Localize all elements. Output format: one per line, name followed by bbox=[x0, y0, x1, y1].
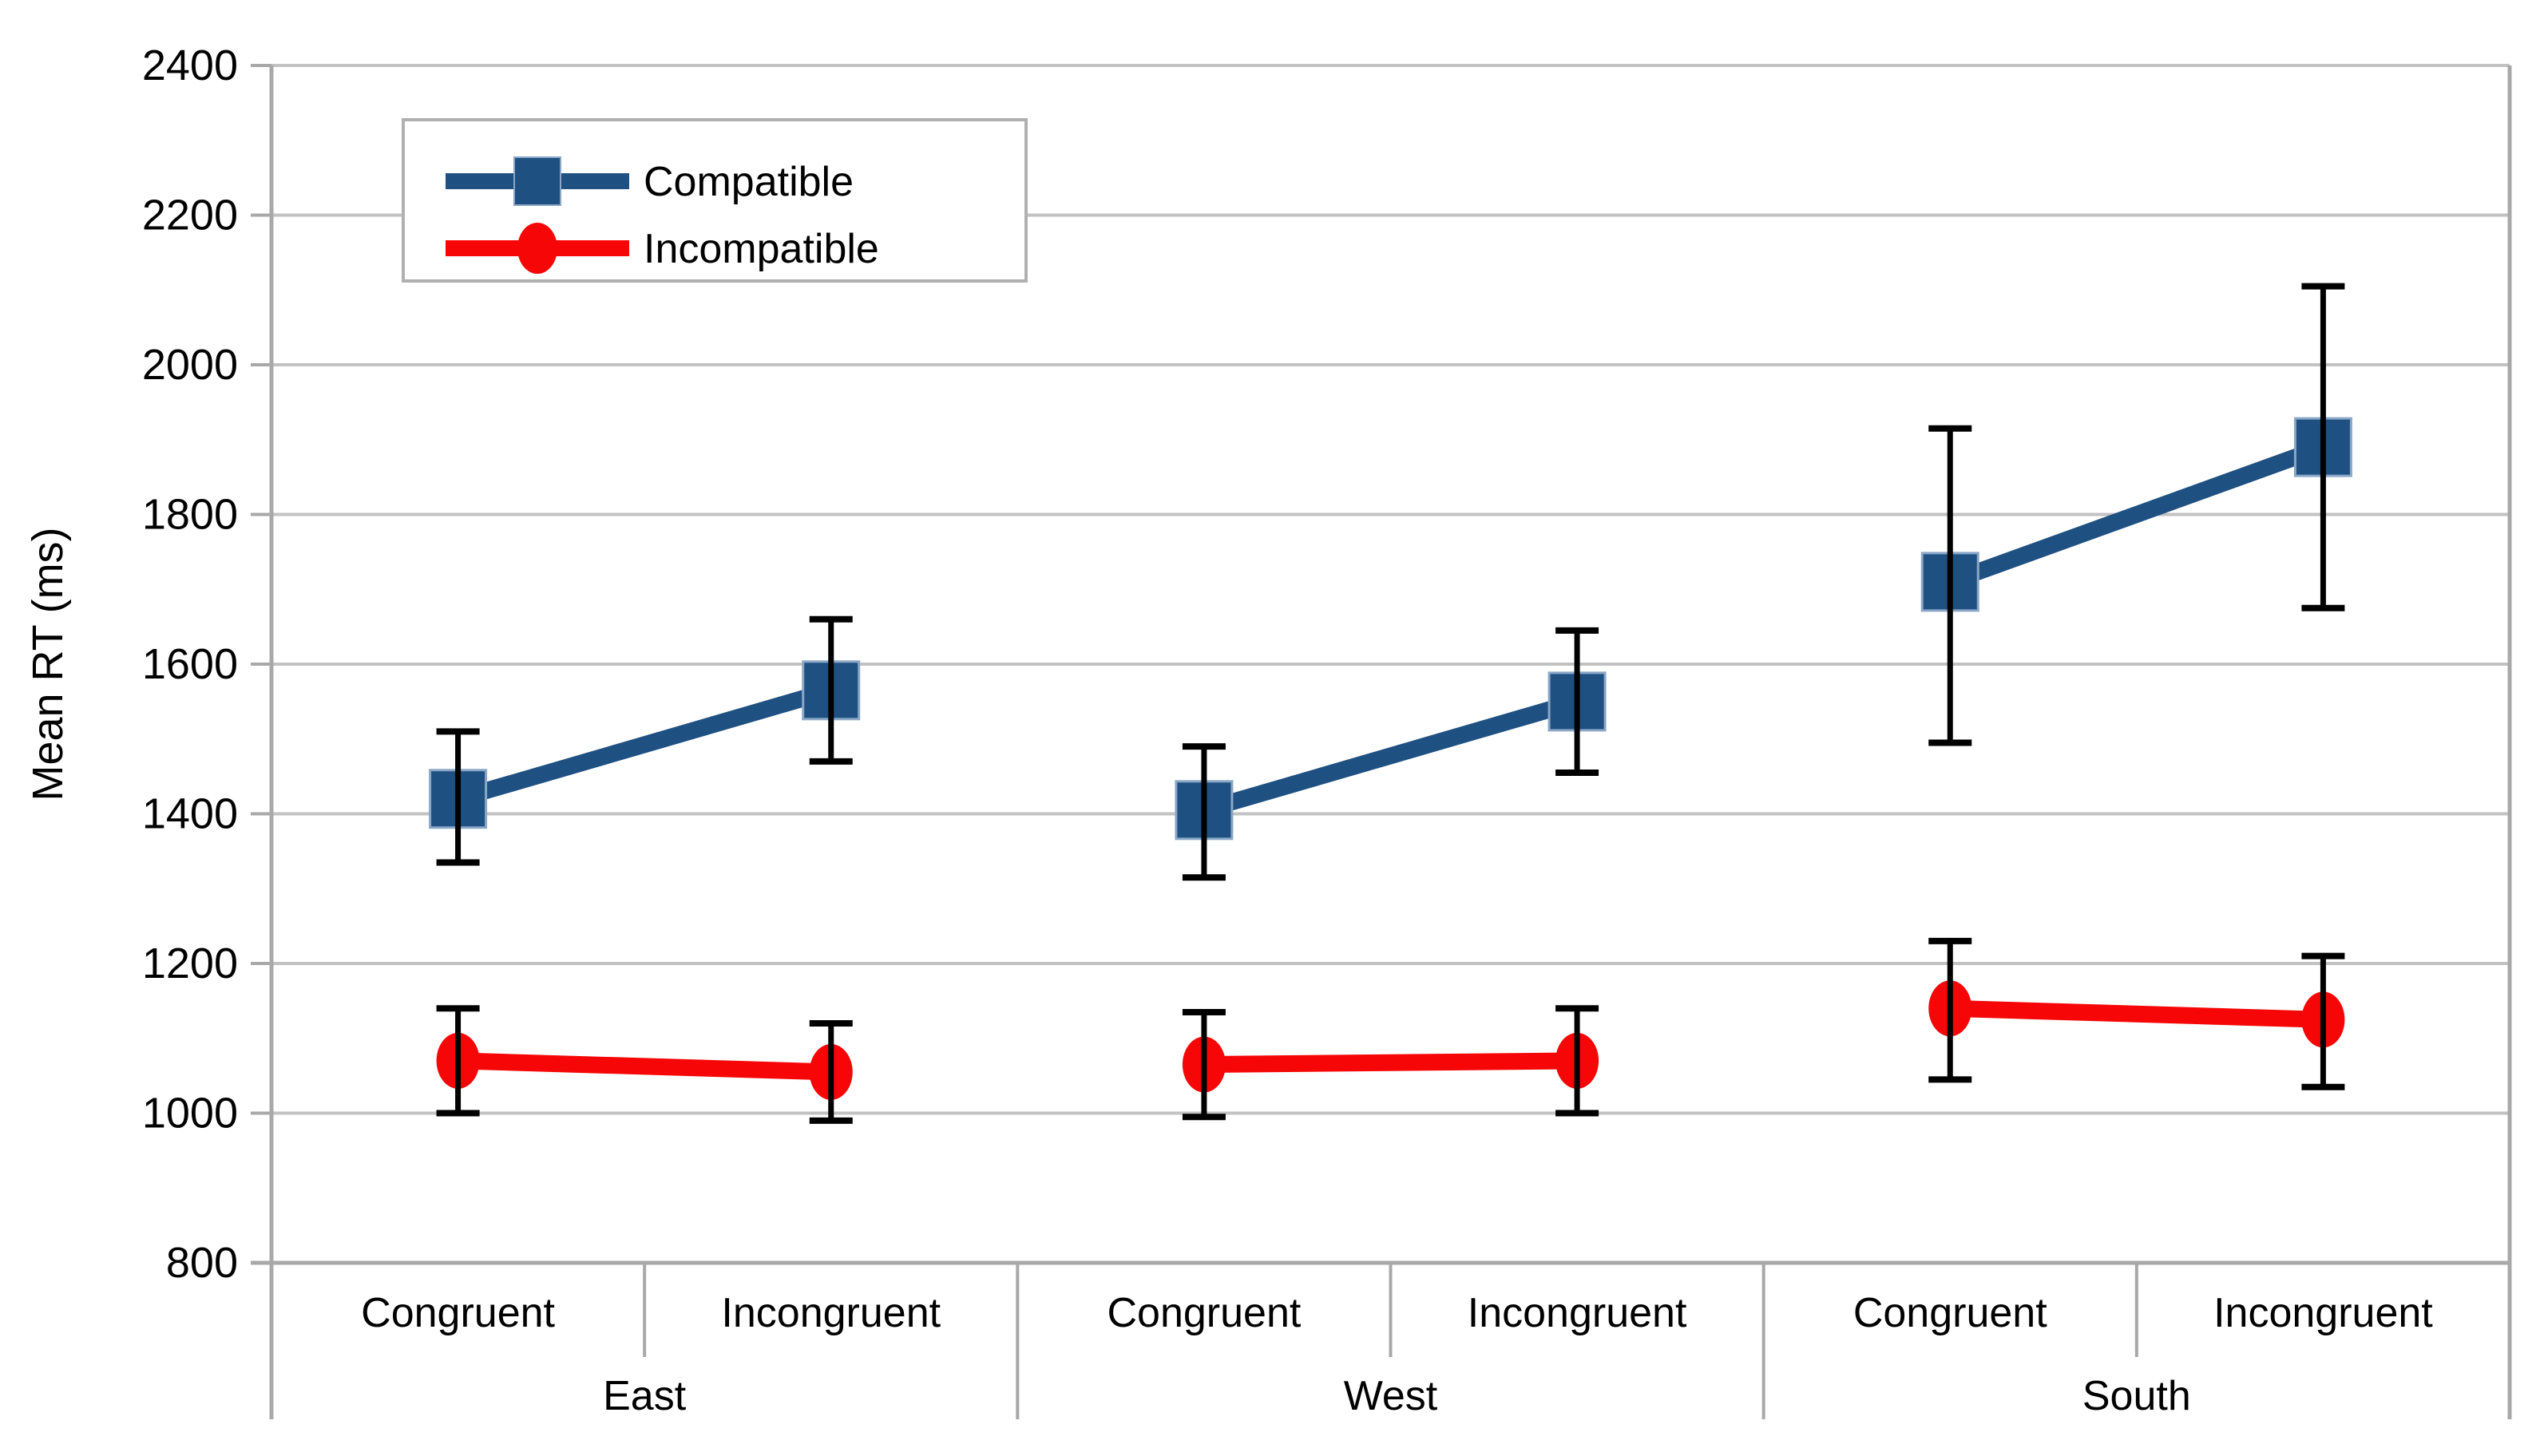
series-line-compatible-east bbox=[455, 682, 834, 807]
y-tick-label-2200: 2200 bbox=[142, 192, 238, 239]
x-group-label-south: South bbox=[2082, 1373, 2191, 1419]
legend-marker-square-icon bbox=[513, 156, 561, 206]
y-tick-label-1400: 1400 bbox=[142, 790, 238, 838]
series-line-compatible-south bbox=[1947, 439, 2326, 590]
y-tick-label-2000: 2000 bbox=[142, 341, 238, 389]
x-group-label-west: West bbox=[1344, 1373, 1438, 1419]
error-bar-incompatible-4 bbox=[1928, 937, 1972, 1083]
legend-label-incompatible: Incompatible bbox=[644, 226, 879, 272]
error-bar-compatible-2 bbox=[1182, 743, 1226, 881]
x-condition-label-2: Congruent bbox=[1107, 1290, 1301, 1336]
error-bar-compatible-4 bbox=[1928, 425, 1972, 746]
x-condition-label-4: Congruent bbox=[1853, 1290, 2047, 1336]
series-line-incompatible-west bbox=[1203, 1052, 1578, 1074]
error-bar-incompatible-2 bbox=[1182, 1008, 1226, 1121]
error-bar-compatible-5 bbox=[2301, 283, 2345, 611]
y-tick-label-1000: 1000 bbox=[142, 1090, 238, 1138]
y-tick-label-1200: 1200 bbox=[142, 940, 238, 987]
error-bar-incompatible-1 bbox=[809, 1020, 853, 1124]
x-condition-label-5: Incongruent bbox=[2213, 1290, 2433, 1336]
y-tick-label-800: 800 bbox=[166, 1239, 238, 1287]
error-bar-incompatible-5 bbox=[2301, 952, 2345, 1090]
error-bar-compatible-3 bbox=[1555, 627, 1599, 776]
series-line-compatible-west bbox=[1201, 693, 1580, 818]
error-bar-compatible-0 bbox=[436, 728, 480, 866]
x-condition-label-1: Incongruent bbox=[721, 1290, 941, 1336]
legend: Compatible Incompatible bbox=[402, 118, 1028, 283]
error-bar-incompatible-3 bbox=[1555, 1005, 1599, 1117]
error-bar-incompatible-0 bbox=[436, 1005, 480, 1117]
y-axis-title: Mean RT (ms) bbox=[24, 527, 72, 801]
legend-marker-circle-icon bbox=[517, 223, 557, 274]
y-tick-label-2400: 2400 bbox=[142, 42, 238, 89]
legend-entry-compatible: Compatible bbox=[446, 156, 854, 206]
x-group-label-east: East bbox=[603, 1373, 687, 1419]
legend-label-compatible: Compatible bbox=[644, 159, 854, 205]
x-condition-label-0: Congruent bbox=[361, 1290, 555, 1336]
x-condition-label-3: Incongruent bbox=[1468, 1290, 1687, 1336]
error-bar-compatible-1 bbox=[809, 615, 853, 765]
series-line-incompatible-south bbox=[1949, 999, 2324, 1028]
legend-entry-incompatible: Incompatible bbox=[446, 223, 879, 274]
series-line-incompatible-east bbox=[458, 1052, 832, 1081]
y-tick-label-1600: 1600 bbox=[142, 640, 238, 688]
y-tick-label-1800: 1800 bbox=[142, 491, 238, 539]
